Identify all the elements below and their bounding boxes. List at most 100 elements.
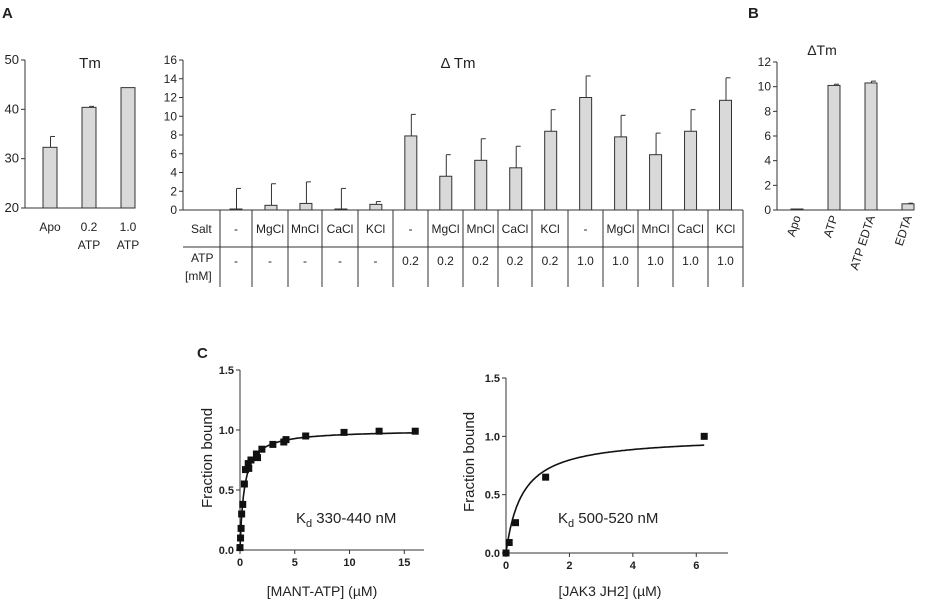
mant-fit-curve: [239, 432, 416, 550]
jak3-data-point: [542, 473, 550, 481]
tm-title: Tm: [79, 55, 101, 72]
panel-label-a: A: [2, 5, 13, 22]
salt-cell: -: [584, 222, 588, 236]
dtm_b-bar: [901, 203, 915, 211]
tm-bar: [81, 106, 97, 209]
atp-cell: 0.2: [507, 254, 524, 268]
b-category-label: Apo: [784, 213, 804, 238]
jak3-xlabel: [JAK3 JH2] (µM): [559, 583, 662, 599]
mant-ytick-label: 1.5: [219, 365, 234, 377]
mant-data-point: [302, 432, 310, 440]
dtm-ytick-label: 6: [170, 147, 177, 161]
atp-cell: 1.0: [612, 254, 629, 268]
mant-data-point: [254, 454, 262, 462]
dtm-ytick-label: 16: [164, 53, 178, 67]
atp-cell: -: [374, 254, 378, 268]
tm-ytick-label: 30: [5, 151, 19, 166]
dtm_b-bar: [827, 84, 841, 211]
salt-cell: MnCl: [641, 222, 669, 236]
salt-cell: CaCl: [502, 222, 529, 236]
tm-bar: [120, 87, 136, 209]
jak3-xtick-label: 0: [503, 560, 509, 572]
atp-cell: 0.2: [542, 254, 559, 268]
dtm-bar: [439, 175, 453, 211]
jak3-data-point: [505, 539, 513, 546]
salt-cell: MnCl: [291, 222, 319, 236]
panel-label-c: C: [197, 345, 208, 362]
mant-data-point: [247, 456, 255, 464]
jak3-data-point: [512, 519, 520, 527]
atp-cell: 1.0: [682, 254, 699, 268]
dtm-ytick-label: 0: [170, 203, 177, 217]
b-category-label: ATP EDTA: [847, 214, 878, 272]
dtm_b-ytick-label: 8: [764, 104, 771, 118]
atp-cell: 0.2: [472, 254, 489, 268]
atp-cell: 1.0: [717, 254, 734, 268]
atp-cell: 0.2: [437, 254, 454, 268]
dtm-bar: [684, 130, 698, 211]
jak3-data-point: [700, 432, 708, 440]
mant-data-point: [282, 436, 290, 444]
dtm_b-ytick-label: 12: [758, 55, 772, 69]
mant-kd-annotation: Kd 330-440 nM: [296, 510, 396, 530]
tm-ytick-label: 40: [5, 101, 19, 116]
dtm-bar: [649, 154, 663, 211]
dtm-bar: [369, 203, 383, 211]
jak3-kd-annotation: Kd 500-520 nM: [558, 510, 658, 530]
dtm_b-ytick-label: 10: [758, 80, 772, 94]
dtm-bar: [404, 135, 418, 211]
dtm-ytick-label: 2: [170, 184, 177, 198]
mant-data-point: [269, 440, 277, 448]
salt-cell: KCl: [716, 222, 735, 236]
b-category-label: ATP: [821, 214, 841, 240]
mant-ytick-label: 1.0: [219, 425, 234, 437]
atp-cell: 1.0: [577, 254, 594, 268]
panel-label-b: B: [748, 5, 759, 22]
salt-cell: CaCl: [677, 222, 704, 236]
salt-cell: MgCl: [606, 222, 634, 236]
dtm_b-ytick-label: 4: [764, 154, 771, 168]
dtm_b-bar: [864, 82, 878, 211]
atp-cell: -: [268, 254, 272, 268]
dtm-ytick-label: 14: [164, 72, 178, 86]
salt-cell: -: [234, 222, 238, 236]
dtm-bar: [474, 159, 488, 211]
atp-row-label: ATP: [191, 251, 213, 265]
mant-ylabel: Fraction bound: [199, 408, 216, 508]
mant-ytick-label: 0.0: [219, 545, 234, 557]
salt-cell: KCl: [366, 222, 385, 236]
atp-cell: 1.0: [647, 254, 664, 268]
salt-cell: -: [409, 222, 413, 236]
jak3-ytick-label: 0.5: [485, 490, 500, 502]
jak3-fit-curve: [505, 444, 705, 554]
mant-data-point: [244, 460, 252, 468]
mant-data-point: [375, 427, 383, 435]
tm-category-label: ATP: [78, 238, 100, 252]
jak3-ylabel: Fraction bound: [461, 412, 478, 512]
dtm-bar: [579, 97, 593, 211]
dtm-ytick-label: 8: [170, 128, 177, 142]
mant-data-point: [236, 544, 244, 552]
dtm-ytick-label: 4: [170, 166, 177, 180]
dtm_b-ytick-label: 2: [764, 178, 771, 192]
mant-data-point: [340, 428, 348, 436]
mant-data-point: [237, 524, 245, 532]
mant-ytick-label: 0.5: [219, 485, 234, 497]
dtm-bar: [299, 202, 313, 211]
dtm-bar: [614, 136, 628, 211]
jak3-ytick-label: 1.5: [485, 373, 500, 385]
salt-row-label: Salt: [191, 222, 212, 236]
dtm-ytick-label: 10: [164, 109, 178, 123]
atp-cell: -: [303, 254, 307, 268]
tm-ytick-label: 20: [5, 200, 19, 215]
dtm-bar: [264, 204, 278, 211]
dtm-bar: [719, 99, 732, 211]
atp-cell: -: [338, 254, 342, 268]
mant-xlabel: [MANT-ATP] (µM): [267, 583, 377, 599]
dtm-bar: [544, 130, 558, 211]
jak3-xtick-label: 4: [630, 560, 637, 572]
tm-category-label: 1.0: [120, 220, 137, 234]
mant-data-point: [252, 450, 260, 458]
mant-xtick-label: 10: [343, 557, 355, 569]
